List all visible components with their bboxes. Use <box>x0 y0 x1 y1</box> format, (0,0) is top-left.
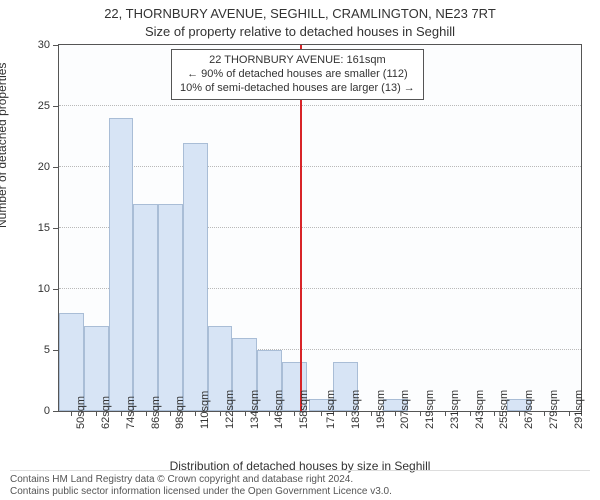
histogram-bar <box>109 118 134 411</box>
xtick-label: 219sqm <box>424 415 436 429</box>
ytick-label: 0 <box>0 405 50 417</box>
xtick-label: 291sqm <box>573 415 585 429</box>
plot-area: 22 THORNBURY AVENUE: 161sqm← 90% of deta… <box>58 44 582 412</box>
xtick-mark <box>371 411 372 416</box>
histogram-bar <box>158 204 183 411</box>
callout-line: ← 90% of detached houses are smaller (11… <box>180 67 415 81</box>
xtick-label: 122sqm <box>224 415 236 429</box>
xtick-label: 267sqm <box>523 415 535 429</box>
xtick-mark <box>321 411 322 416</box>
xtick-mark <box>569 411 570 416</box>
xtick-mark <box>269 411 270 416</box>
xtick-label: 158sqm <box>298 415 310 429</box>
xtick-mark <box>494 411 495 416</box>
y-axis-label: Number of detached properties <box>0 63 9 228</box>
xtick-mark <box>146 411 147 416</box>
ytick-mark <box>53 106 58 107</box>
callout-line: 22 THORNBURY AVENUE: 161sqm <box>180 53 415 67</box>
callout-box: 22 THORNBURY AVENUE: 161sqm← 90% of deta… <box>171 49 424 100</box>
xtick-mark <box>96 411 97 416</box>
xtick-label: 50sqm <box>75 415 87 429</box>
ytick-label: 30 <box>0 39 50 51</box>
callout-line: 10% of semi-detached houses are larger (… <box>180 81 415 95</box>
xtick-mark <box>346 411 347 416</box>
xtick-label: 86sqm <box>150 415 162 429</box>
xtick-label: 171sqm <box>325 415 337 429</box>
xtick-mark <box>470 411 471 416</box>
xtick-label: 207sqm <box>399 415 411 429</box>
ytick-mark <box>53 45 58 46</box>
ytick-mark <box>53 228 58 229</box>
xtick-mark <box>445 411 446 416</box>
xtick-label: 231sqm <box>449 415 461 429</box>
xtick-mark <box>220 411 221 416</box>
ytick-mark <box>53 411 58 412</box>
footer-line-2: Contains public sector information licen… <box>10 486 590 498</box>
xtick-label: 279sqm <box>548 415 560 429</box>
xtick-label: 195sqm <box>375 415 387 429</box>
chart-container: 22, THORNBURY AVENUE, SEGHILL, CRAMLINGT… <box>0 0 600 500</box>
xtick-label: 134sqm <box>249 415 261 429</box>
footer-credits: Contains HM Land Registry data © Crown c… <box>10 470 590 500</box>
xtick-label: 62sqm <box>100 415 112 429</box>
ytick-label: 10 <box>0 283 50 295</box>
gridline <box>59 105 581 106</box>
histogram-bar <box>183 143 208 411</box>
xtick-label: 74sqm <box>125 415 137 429</box>
xtick-mark <box>195 411 196 416</box>
xtick-mark <box>519 411 520 416</box>
xtick-mark <box>245 411 246 416</box>
xtick-mark <box>395 411 396 416</box>
xtick-label: 146sqm <box>273 415 285 429</box>
xtick-mark <box>170 411 171 416</box>
xtick-mark <box>121 411 122 416</box>
chart-title-sub: Size of property relative to detached ho… <box>0 24 600 39</box>
xtick-label: 183sqm <box>350 415 362 429</box>
xtick-label: 243sqm <box>474 415 486 429</box>
histogram-bar <box>133 204 158 411</box>
xtick-mark <box>294 411 295 416</box>
xtick-mark <box>544 411 545 416</box>
ytick-mark <box>53 350 58 351</box>
xtick-mark <box>420 411 421 416</box>
xtick-label: 110sqm <box>199 415 211 429</box>
ytick-mark <box>53 289 58 290</box>
xtick-mark <box>71 411 72 416</box>
footer-line-1: Contains HM Land Registry data © Crown c… <box>10 474 590 486</box>
ytick-mark <box>53 167 58 168</box>
xtick-label: 255sqm <box>498 415 510 429</box>
ytick-label: 5 <box>0 344 50 356</box>
gridline <box>59 166 581 167</box>
chart-title-main: 22, THORNBURY AVENUE, SEGHILL, CRAMLINGT… <box>0 6 600 21</box>
xtick-label: 98sqm <box>174 415 186 429</box>
